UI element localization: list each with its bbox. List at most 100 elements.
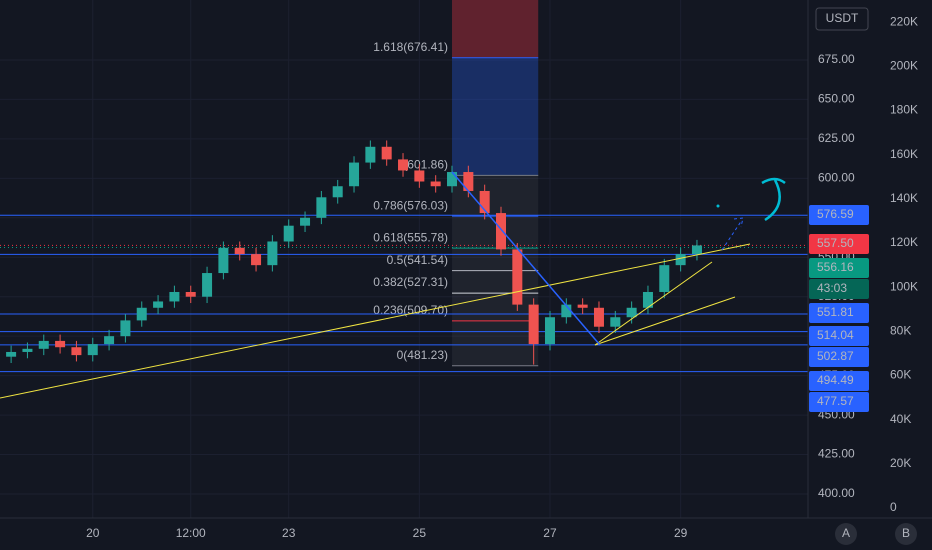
y2-tick-label: 100K [890, 279, 918, 293]
candle-body [87, 344, 98, 356]
x-tick-label: 12:00 [176, 526, 206, 540]
y2-tick-label: 20K [890, 456, 911, 470]
candle-body [365, 146, 376, 163]
y2-tick-label: 80K [890, 324, 911, 338]
candle-body [38, 340, 49, 349]
arrow [721, 217, 744, 251]
price-label: 551.81 [817, 305, 854, 319]
price-label: 514.04 [817, 328, 854, 342]
candle-body [136, 307, 147, 321]
drawing [761, 177, 786, 222]
candle-body [463, 172, 474, 191]
projection-line [451, 171, 601, 346]
candle-body [234, 247, 245, 255]
candle-body [626, 307, 637, 318]
price-label: 494.49 [817, 373, 854, 387]
price-label-box [809, 347, 869, 367]
fib-label: 0.5(541.54) [387, 253, 448, 267]
candle-body [22, 348, 33, 352]
fib-label: 0.382(527.31) [373, 275, 448, 289]
y2-tick-label: 220K [890, 14, 918, 28]
candle-body [642, 291, 653, 308]
candle-body [495, 213, 506, 250]
fib-label: 0.786(576.03) [373, 198, 448, 212]
candle-body [104, 336, 115, 345]
candle-body [447, 172, 458, 187]
candle-body [332, 186, 343, 198]
currency: USDT [826, 11, 859, 25]
candle-body [528, 304, 539, 345]
candle-body [300, 217, 311, 226]
price-label: 477.57 [817, 394, 854, 408]
y2-tick-label: 140K [890, 191, 918, 205]
candle-body [512, 249, 523, 305]
scale-button[interactable] [895, 523, 917, 545]
currency-box[interactable] [815, 7, 869, 31]
price-lines [0, 214, 808, 373]
y2-tick-label: 40K [890, 412, 911, 426]
scale-button-label: A [842, 526, 850, 540]
y2-tick-label: 160K [890, 147, 918, 161]
y2-tick-label: 0 [890, 500, 897, 514]
price-label-box [809, 279, 869, 299]
candle-body [71, 347, 82, 356]
candle-body [479, 190, 490, 214]
candle-body [430, 181, 441, 187]
price-label: 43:03 [817, 281, 847, 295]
fib-label: 0.236(509.70) [373, 303, 448, 317]
price-label: 502.87 [817, 349, 854, 363]
candle-body [610, 317, 621, 327]
candle-body [398, 159, 409, 171]
y-tick-label: 675.00 [818, 52, 855, 66]
trendline [594, 261, 713, 346]
candle-body [251, 254, 262, 266]
trendline [0, 243, 751, 399]
price-label: 576.59 [817, 207, 854, 221]
y2-tick-label: 200K [890, 58, 918, 72]
y-tick-label: 425.00 [818, 447, 855, 461]
candle-body [6, 351, 17, 357]
price-label-box [809, 205, 869, 225]
candle-body [153, 301, 164, 308]
grid [0, 0, 808, 518]
scale-button-label: B [902, 526, 910, 540]
fib-retracement: 1.618(676.41) (601.86) 0.786(576.03) 0.618(… [373, 0, 539, 367]
x-tick-label: 25 [413, 526, 427, 540]
x-tick-label: 20 [86, 526, 100, 540]
axes: 400.00425.00450.00475.00500.00525.00550.… [86, 14, 918, 540]
price-label-box [809, 371, 869, 391]
y-tick-label: 625.00 [818, 131, 855, 145]
fib-label: (601.86) [403, 158, 448, 172]
y-tick-label: 600.00 [818, 171, 855, 185]
candle-body [316, 197, 327, 218]
price-label: 557.50 [817, 236, 854, 250]
fib-zone [452, 57, 539, 176]
y-tick-label: 650.00 [818, 92, 855, 106]
trendline [594, 296, 736, 346]
candle-body [185, 291, 196, 297]
candle-body [202, 273, 213, 297]
candle-body [120, 320, 131, 337]
scale-button[interactable] [835, 523, 857, 545]
fib-label: 0.618(555.78) [373, 230, 448, 244]
y2-tick-label: 120K [890, 235, 918, 249]
fib-label: 0(481.23) [397, 348, 448, 362]
x-tick-label: 27 [543, 526, 557, 540]
price-label-box [809, 326, 869, 346]
candle-body [283, 225, 294, 242]
candle-body [691, 245, 702, 255]
y2-tick-label: 180K [890, 103, 918, 117]
y2-tick-label: 60K [890, 368, 911, 382]
price-label-box [809, 234, 869, 254]
candle-body [169, 291, 180, 302]
candle-body [561, 304, 572, 318]
fib-zone [452, 0, 539, 58]
y-tick-label: 400.00 [818, 486, 855, 500]
candle-body [218, 247, 229, 274]
candle-body [55, 340, 66, 348]
candle-body [414, 170, 425, 182]
candle-body [349, 162, 360, 187]
candle-body [544, 317, 555, 345]
